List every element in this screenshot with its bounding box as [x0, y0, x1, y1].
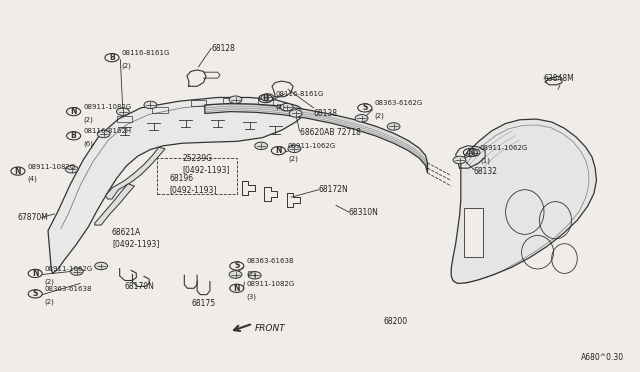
Text: 08911-1082G: 08911-1082G — [246, 281, 294, 287]
Text: 63848M: 63848M — [544, 74, 575, 83]
Text: 08363-6162G: 08363-6162G — [374, 100, 422, 106]
Circle shape — [65, 166, 78, 173]
Circle shape — [248, 272, 261, 279]
Text: B: B — [263, 94, 268, 103]
Polygon shape — [464, 208, 483, 257]
Circle shape — [355, 115, 368, 122]
Circle shape — [280, 103, 293, 111]
Text: S: S — [234, 262, 239, 270]
Polygon shape — [205, 103, 428, 173]
Text: (4): (4) — [28, 176, 37, 182]
Text: (2): (2) — [45, 278, 54, 285]
Text: (2): (2) — [45, 299, 54, 305]
Text: 08911-1082G: 08911-1082G — [83, 104, 131, 110]
Circle shape — [387, 123, 400, 130]
Text: N: N — [70, 107, 77, 116]
Text: (2): (2) — [246, 271, 256, 277]
Text: 68128: 68128 — [211, 44, 235, 53]
Text: A680^0.30: A680^0.30 — [581, 353, 624, 362]
Text: 08911-1062G: 08911-1062G — [288, 143, 336, 149]
Polygon shape — [451, 119, 596, 283]
Polygon shape — [48, 97, 307, 273]
Text: N: N — [467, 148, 474, 157]
Text: (6): (6) — [83, 141, 93, 147]
Text: B: B — [71, 131, 76, 140]
Circle shape — [467, 149, 480, 156]
Text: N: N — [15, 167, 21, 176]
Polygon shape — [106, 147, 165, 199]
Text: (2): (2) — [122, 62, 131, 69]
Text: 68200: 68200 — [384, 317, 408, 326]
Circle shape — [116, 108, 129, 115]
Text: (2): (2) — [374, 113, 384, 119]
Text: 08911-1062G: 08911-1062G — [45, 266, 93, 272]
Text: 68132: 68132 — [474, 167, 498, 176]
Circle shape — [95, 262, 108, 270]
Circle shape — [453, 156, 466, 164]
Circle shape — [261, 94, 274, 101]
Circle shape — [97, 130, 110, 138]
Polygon shape — [95, 184, 134, 225]
Circle shape — [289, 110, 302, 117]
Text: S: S — [362, 103, 367, 112]
Text: 08363-61638: 08363-61638 — [45, 286, 92, 292]
Text: S: S — [33, 289, 38, 298]
Text: 08116-8162H: 08116-8162H — [83, 128, 131, 134]
Text: 08116-8161G: 08116-8161G — [122, 50, 170, 56]
Text: 08363-61638: 08363-61638 — [246, 259, 294, 264]
Text: N: N — [234, 284, 240, 293]
Text: 67870M: 67870M — [18, 213, 49, 222]
Text: (2): (2) — [288, 155, 298, 162]
Text: 68310N: 68310N — [349, 208, 379, 217]
Text: FRONT: FRONT — [255, 324, 285, 333]
Circle shape — [288, 145, 301, 153]
Text: (2): (2) — [275, 103, 285, 110]
Text: 68138: 68138 — [314, 109, 338, 118]
Text: B: B — [109, 53, 115, 62]
Text: 68175: 68175 — [192, 299, 216, 308]
Circle shape — [144, 101, 157, 109]
Text: 08116-8161G: 08116-8161G — [275, 91, 324, 97]
Text: N: N — [32, 269, 38, 278]
Text: 68172N: 68172N — [319, 185, 348, 194]
Text: 08911-1082G: 08911-1082G — [28, 164, 76, 170]
Circle shape — [255, 142, 268, 150]
Text: N: N — [275, 146, 282, 155]
Text: 25239G
[0492-1193]: 25239G [0492-1193] — [182, 154, 230, 174]
Text: 68196
[0492-1193]: 68196 [0492-1193] — [170, 174, 217, 194]
Text: 68170N: 68170N — [125, 282, 155, 291]
Text: 68620AB 72718: 68620AB 72718 — [300, 128, 360, 137]
Circle shape — [229, 96, 242, 103]
Text: 08911-1062G: 08911-1062G — [480, 145, 528, 151]
Text: 68621A
[0492-1193]: 68621A [0492-1193] — [112, 228, 159, 248]
Text: (3): (3) — [246, 293, 257, 299]
Text: (2): (2) — [83, 116, 93, 123]
Circle shape — [229, 271, 242, 278]
Circle shape — [70, 268, 83, 275]
Text: (1): (1) — [480, 157, 490, 164]
